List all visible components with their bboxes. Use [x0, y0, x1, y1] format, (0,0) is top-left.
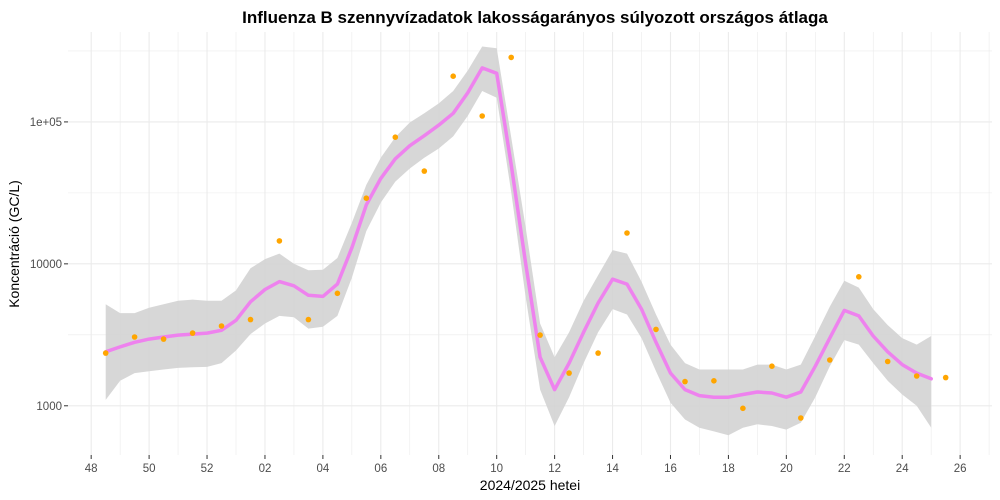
data-point — [276, 238, 283, 244]
y-axis-label: Koncentráció (GC/L) — [6, 180, 22, 308]
data-point — [189, 330, 196, 336]
data-point — [334, 290, 341, 297]
data-point — [769, 363, 775, 370]
data-point — [450, 73, 457, 79]
x-tick-label: 48 — [85, 463, 98, 475]
x-tick-label: 16 — [664, 463, 677, 475]
x-tick-label: 02 — [259, 463, 272, 475]
x-tick-label: 08 — [432, 463, 445, 475]
smooth-line — [103, 66, 933, 399]
data-point — [363, 195, 370, 201]
data-points-layer — [102, 54, 949, 421]
data-point — [508, 54, 514, 61]
x-axis-label: 2024/2025 hetei — [480, 477, 580, 493]
y-tick-label: 10000 — [30, 259, 62, 271]
data-point — [566, 370, 572, 376]
x-tick-label: 24 — [896, 463, 909, 475]
x-tick-label: 50 — [143, 463, 156, 475]
data-point — [160, 336, 167, 342]
data-point — [131, 334, 138, 340]
confidence-ribbon-layer — [105, 46, 932, 436]
x-tick-label: 26 — [954, 463, 967, 475]
data-point — [884, 358, 891, 365]
data-point — [798, 415, 804, 421]
smooth-line-layer — [103, 66, 933, 399]
x-tick-label: 22 — [838, 463, 851, 475]
data-point — [537, 332, 543, 338]
data-point — [942, 374, 949, 381]
x-tick-label: 12 — [548, 463, 561, 475]
data-point — [305, 316, 312, 323]
data-point — [827, 357, 833, 363]
data-point — [682, 378, 688, 385]
data-point — [740, 405, 746, 412]
data-point — [102, 350, 109, 356]
data-point — [653, 326, 659, 333]
data-point — [711, 378, 717, 384]
x-tick-label: 10 — [490, 463, 503, 475]
data-point — [392, 134, 399, 140]
y-tick-label: 1e+05 — [30, 117, 62, 129]
x-tick-label: 04 — [316, 463, 329, 475]
data-point — [913, 373, 920, 379]
y-tick-label: 1000 — [36, 401, 62, 413]
x-tick-label: 20 — [780, 463, 793, 475]
x-tick-label: 52 — [201, 463, 214, 475]
data-point — [595, 350, 601, 356]
data-point — [421, 168, 428, 174]
y-axis-ticks: 1000 10000 1e+05 — [30, 117, 68, 413]
chart-title: Influenza B szennyvízadatok lakosságarán… — [242, 8, 828, 27]
data-point — [479, 113, 486, 119]
data-point — [624, 230, 630, 236]
confidence-ribbon — [105, 46, 932, 436]
x-axis-ticks: 48 50 52 02 04 06 08 10 12 14 16 18 20 22 24 26 — [85, 455, 967, 475]
x-tick-label: 14 — [606, 463, 619, 475]
data-point — [247, 316, 254, 323]
x-tick-label: 18 — [722, 463, 735, 475]
data-point — [856, 274, 862, 280]
x-tick-label: 06 — [374, 463, 387, 475]
data-point — [218, 323, 225, 329]
